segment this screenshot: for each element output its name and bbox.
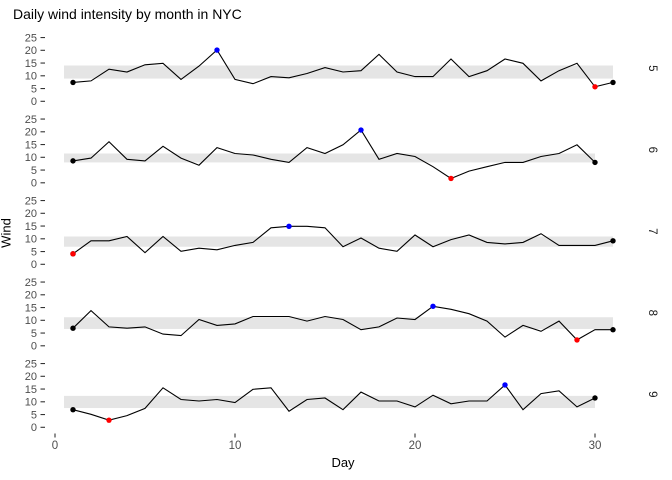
y-tick-label: 15 xyxy=(25,58,37,70)
max-point xyxy=(358,127,364,133)
y-tick-label: 10 xyxy=(25,397,37,409)
wind-line xyxy=(72,49,614,88)
y-tick-label: 10 xyxy=(25,152,37,164)
y-tick-label: 20 xyxy=(25,208,37,220)
y-tick-label: 20 xyxy=(25,290,37,302)
facet-strip-label: 6 xyxy=(646,147,658,153)
facet-strip-label: 5 xyxy=(646,65,658,71)
y-tick-label: 20 xyxy=(25,371,37,383)
y-tick-label: 20 xyxy=(25,127,37,139)
min-point xyxy=(448,175,454,182)
y-tick-label: 0 xyxy=(31,341,37,353)
end-point xyxy=(592,159,598,166)
end-point xyxy=(610,238,616,244)
y-tick-label: 0 xyxy=(31,96,37,108)
max-point xyxy=(214,47,220,53)
y-tick-label: 0 xyxy=(31,422,37,434)
y-tick-label: 25 xyxy=(25,358,37,370)
wind-line xyxy=(72,225,614,255)
start-point xyxy=(70,79,76,86)
x-tick-label: 0 xyxy=(52,440,58,452)
min-point xyxy=(592,84,598,90)
x-tick-label: 10 xyxy=(229,440,242,452)
min-point xyxy=(106,417,112,423)
iqr-band xyxy=(64,153,595,163)
facet-strip-label: 9 xyxy=(646,391,658,397)
iqr-band xyxy=(64,317,613,329)
min-point xyxy=(574,337,580,343)
y-tick-label: 10 xyxy=(25,71,37,83)
y-tick-label: 15 xyxy=(25,139,37,151)
x-axis-title: Day xyxy=(331,455,355,470)
iqr-band xyxy=(64,65,613,79)
wind-line xyxy=(72,129,596,180)
start-point xyxy=(70,325,76,331)
max-point xyxy=(430,303,436,309)
y-tick-label: 0 xyxy=(31,259,37,271)
wind-line xyxy=(72,384,596,421)
y-tick-label: 10 xyxy=(25,234,37,246)
x-tick-label: 30 xyxy=(589,440,602,452)
wind-line xyxy=(72,305,613,341)
chart-title: Daily wind intensity by month in NYC xyxy=(13,6,242,22)
y-tick-label: 5 xyxy=(31,165,37,177)
iqr-band xyxy=(64,395,595,409)
x-tick-label: 20 xyxy=(409,440,422,452)
end-point xyxy=(610,79,616,86)
max-point xyxy=(286,223,292,230)
end-point xyxy=(610,327,616,333)
y-tick-label: 25 xyxy=(25,32,37,44)
y-tick-label: 15 xyxy=(25,302,37,314)
y-tick-label: 5 xyxy=(31,83,37,95)
y-tick-label: 5 xyxy=(31,246,37,258)
max-point xyxy=(502,382,508,388)
min-point xyxy=(70,251,76,257)
y-tick-label: 0 xyxy=(31,178,37,190)
y-tick-label: 20 xyxy=(25,45,37,57)
start-point xyxy=(70,407,76,413)
y-tick-label: 5 xyxy=(31,328,37,340)
facet-strip-label: 7 xyxy=(646,228,658,234)
y-tick-label: 15 xyxy=(25,384,37,396)
facet-strip-label: 8 xyxy=(646,310,658,316)
y-tick-label: 5 xyxy=(31,409,37,421)
y-axis-title: Wind xyxy=(0,218,14,248)
y-tick-label: 15 xyxy=(25,221,37,233)
end-point xyxy=(592,395,598,401)
start-point xyxy=(70,158,76,164)
y-tick-label: 25 xyxy=(25,195,37,207)
y-tick-label: 25 xyxy=(25,277,37,289)
y-tick-label: 10 xyxy=(25,315,37,327)
y-tick-label: 25 xyxy=(25,114,37,126)
